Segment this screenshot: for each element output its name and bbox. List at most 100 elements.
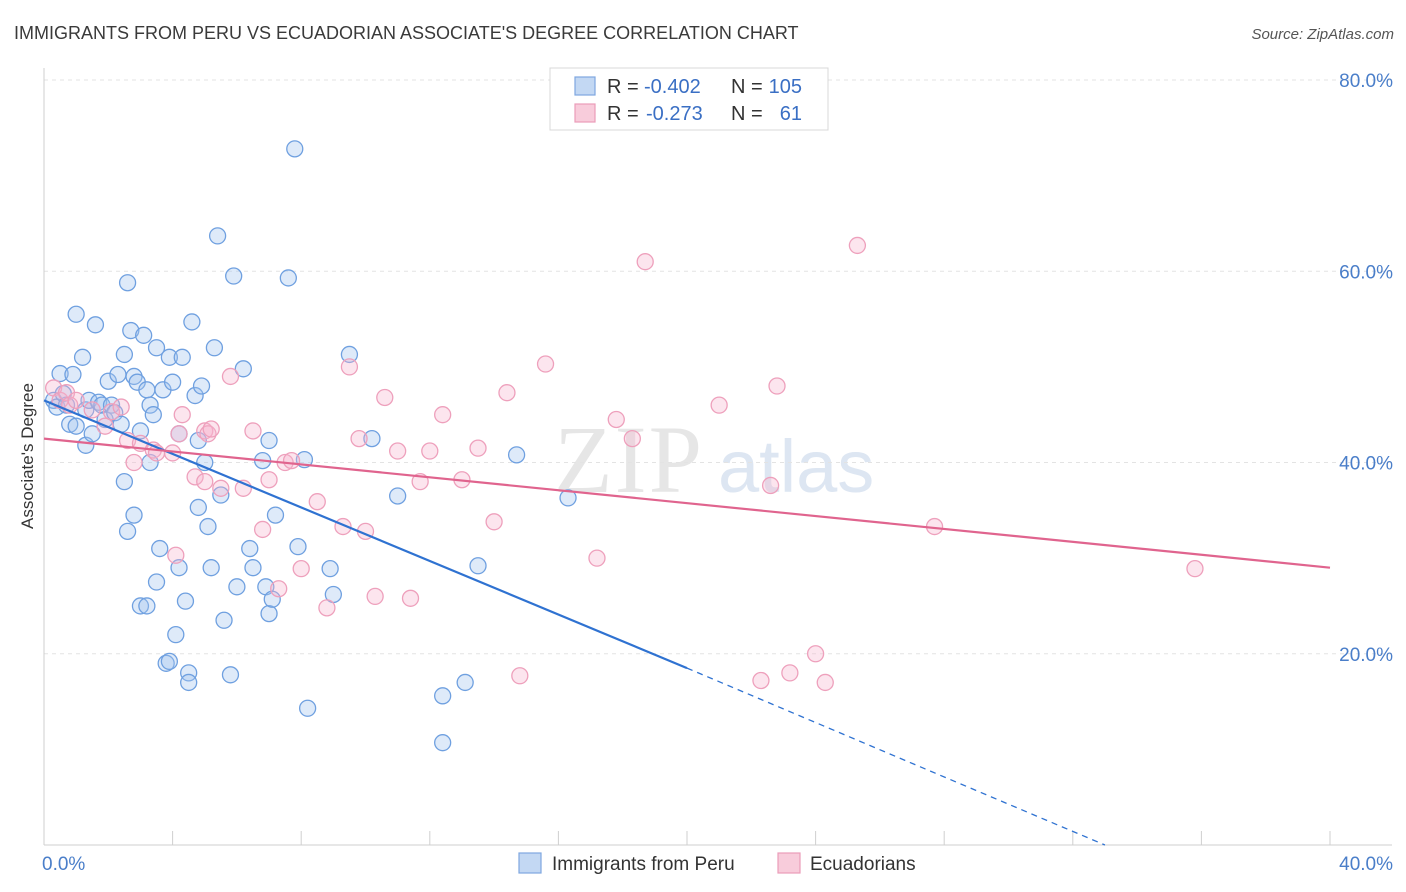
peru-point-13	[83, 425, 101, 443]
peru-point-85	[340, 345, 359, 364]
peru-point-70	[241, 539, 259, 558]
peru-point-90	[456, 673, 474, 692]
peru-point-45	[160, 652, 179, 671]
ecuadorian-point-23	[212, 479, 230, 497]
ecuadorian-point-16	[170, 425, 188, 443]
ecuadorian-point-27	[253, 520, 272, 539]
ecuadorian-point-15	[167, 546, 185, 564]
ecuadorian-point-32	[292, 559, 310, 578]
peru-point-50	[173, 348, 191, 366]
peru-point-79	[286, 140, 304, 158]
ecuadorian-point-62	[816, 673, 834, 692]
ecuadorian-point-36	[340, 358, 359, 376]
stats-legend: R = -0.402 N = 105 R = -0.273 N = 61	[549, 67, 829, 131]
peru-point-23	[115, 472, 134, 491]
peru-point-83	[321, 559, 339, 578]
legend-swatch-ecuadorians	[574, 103, 596, 123]
legend-r-label-2: R =	[607, 103, 639, 125]
peru-point-55	[186, 386, 204, 405]
peru-point-40	[147, 573, 166, 591]
y-axis-label: Associate's Degree	[18, 383, 37, 529]
ecuadorian-point-42	[401, 589, 420, 607]
ecuadorian-point-58	[761, 476, 780, 495]
x-axis-ticks	[172, 831, 1331, 845]
ecuadorian-point-56	[710, 396, 728, 414]
peru-point-44	[160, 348, 179, 366]
ecuadorian-point-47	[469, 439, 487, 457]
watermark-atlas: atlas	[718, 425, 874, 508]
peru-point-53	[180, 673, 198, 692]
ecuadorian-point-53	[607, 410, 625, 429]
ecuadorians-trend-line	[43, 437, 1331, 569]
ecuadorian-point-31	[282, 451, 301, 470]
ecuadorian-point-4	[67, 391, 85, 409]
watermark: ZIP atlas	[554, 406, 874, 513]
ecuadorian-point-55	[636, 253, 654, 271]
peru-point-38	[144, 406, 162, 424]
ecuadorian-point-63	[848, 236, 867, 255]
legend-n-value-1: 105	[769, 76, 802, 98]
ecuadorian-point-24	[221, 367, 240, 386]
peru-point-58	[192, 377, 211, 395]
peru-point-24	[115, 345, 134, 364]
peru-point-27	[122, 321, 140, 340]
x-tick-labels: 0.0% 40.0%	[42, 854, 1393, 875]
legend-n-label-1: N =	[731, 76, 763, 98]
ecuadorian-point-10	[125, 453, 143, 472]
peru-point-41	[151, 539, 169, 558]
ecuadorian-point-48	[485, 513, 503, 531]
legend-r-value-1: -0.402	[644, 76, 701, 98]
peru-point-68	[228, 578, 246, 596]
peru-point-9	[73, 348, 92, 366]
ecuadorian-point-61	[806, 645, 825, 663]
legend-n-label-2: N =	[731, 103, 763, 125]
peru-point-66	[221, 666, 240, 684]
peru-point-51	[176, 592, 195, 610]
ecuadorian-point-21	[199, 425, 217, 443]
peru-point-93	[559, 489, 577, 507]
peru-point-86	[363, 429, 381, 448]
y-tick-label-2: 60.0%	[1339, 262, 1393, 283]
peru-point-16	[93, 396, 111, 414]
peru-point-46	[163, 373, 182, 391]
peru-point-91	[469, 557, 487, 575]
peru-point-8	[67, 305, 85, 323]
peru-point-7	[67, 417, 85, 435]
ecuadorian-point-29	[270, 580, 288, 598]
chart-title: IMMIGRANTS FROM PERU VS ECUADORIAN ASSOC…	[14, 23, 799, 43]
peru-point-47	[167, 625, 185, 644]
peru-point-25	[118, 522, 137, 540]
peru-point-31	[131, 597, 150, 615]
bottom-legend-label-peru: Immigrants from Peru	[552, 854, 735, 875]
legend-r-label-1: R =	[607, 76, 639, 98]
peru-point-39	[147, 339, 166, 357]
stats-legend-box	[549, 67, 829, 131]
ecuadorian-point-19	[196, 422, 214, 440]
ecuadorian-point-33	[308, 493, 326, 511]
peru-point-35	[138, 381, 156, 399]
legend-r-value-2: -0.273	[646, 103, 703, 125]
peru-point-29	[125, 506, 143, 524]
peru-point-65	[215, 611, 233, 629]
peru-point-60	[199, 517, 217, 536]
peru-point-14	[86, 316, 105, 334]
y-tick-label-3: 80.0%	[1339, 71, 1393, 92]
peru-point-74	[260, 431, 278, 450]
ecuadorian-point-65	[1186, 559, 1204, 578]
y-tick-labels: 20.0% 40.0% 60.0% 80.0%	[1339, 71, 1393, 666]
peru-point-75	[260, 604, 278, 623]
peru-point-52	[180, 664, 198, 682]
bottom-legend-swatch-ecuadorians	[777, 852, 801, 874]
chart-source: Source: ZipAtlas.com	[1251, 26, 1394, 43]
peru-point-87	[388, 487, 407, 505]
peru-point-57	[189, 431, 207, 450]
peru-point-71	[244, 559, 262, 577]
peru-point-82	[298, 699, 317, 717]
ecuadorian-point-51	[536, 355, 555, 373]
y-tick-label-0: 20.0%	[1339, 645, 1393, 666]
peru-point-6	[64, 365, 82, 384]
peru-point-18	[99, 372, 117, 390]
ecuadorian-point-39	[366, 587, 384, 606]
bottom-legend-swatch-peru	[518, 852, 542, 874]
